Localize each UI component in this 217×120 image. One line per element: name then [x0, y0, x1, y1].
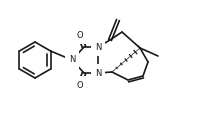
Text: N: N	[95, 69, 101, 78]
Text: N: N	[95, 42, 101, 51]
Text: N: N	[69, 55, 75, 65]
Text: O: O	[77, 30, 83, 39]
Text: O: O	[77, 81, 83, 90]
